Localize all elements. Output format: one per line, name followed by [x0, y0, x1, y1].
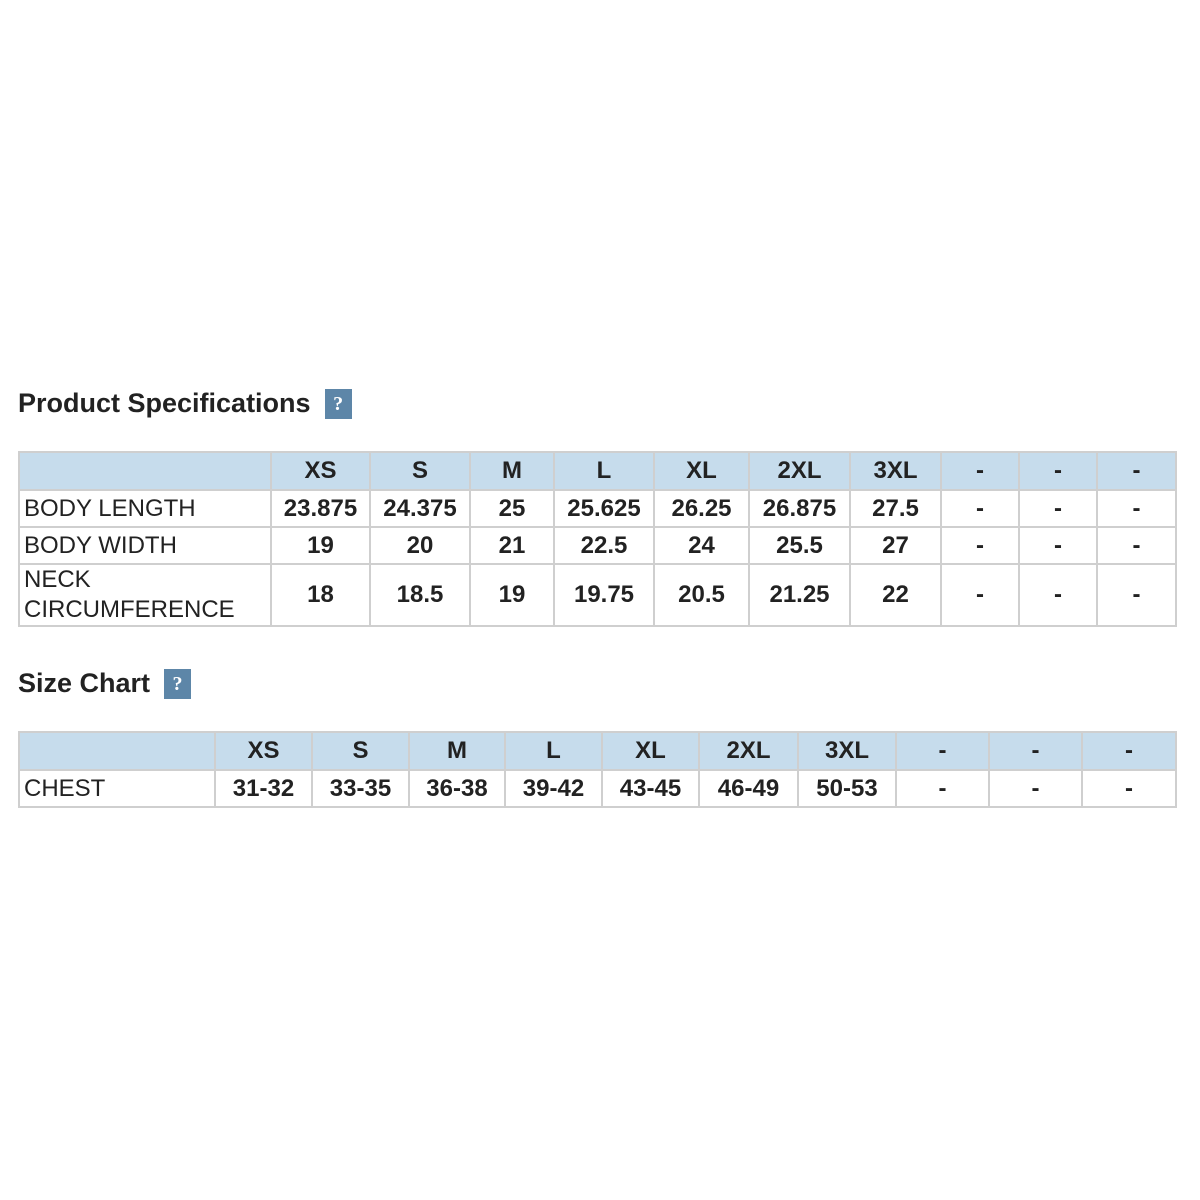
cell: - [895, 769, 990, 808]
size-header: L [553, 451, 655, 491]
size-header: L [504, 731, 603, 771]
cell: 22.5 [553, 526, 655, 565]
cell: - [1018, 526, 1098, 565]
cell: 19 [469, 563, 555, 627]
size-header: - [895, 731, 990, 771]
cell: 24 [653, 526, 750, 565]
size-header: M [469, 451, 555, 491]
cell: 46-49 [698, 769, 799, 808]
cell: - [1018, 563, 1098, 627]
cell: 39-42 [504, 769, 603, 808]
cell: - [940, 526, 1020, 565]
corner-cell [18, 451, 272, 491]
size-header: - [1081, 731, 1177, 771]
size-header: - [940, 451, 1020, 491]
size-header: 2XL [698, 731, 799, 771]
help-icon[interactable]: ? [324, 388, 352, 419]
row-label: CHEST [18, 769, 216, 808]
size-header: - [1096, 451, 1177, 491]
size-header: XS [270, 451, 371, 491]
title-text: Size Chart [18, 668, 151, 698]
size-header: S [311, 731, 410, 771]
row-label: BODY WIDTH [18, 526, 272, 565]
cell: 31-32 [214, 769, 313, 808]
cell: 24.375 [369, 489, 471, 528]
header-row: XS S M L XL 2XL 3XL - - - [18, 731, 1177, 771]
header-row: XS S M L XL 2XL 3XL - - - [18, 451, 1177, 491]
cell: - [988, 769, 1083, 808]
corner-cell [18, 731, 216, 771]
row-label: NECK CIRCUMFERENCE [18, 563, 272, 627]
cell: - [940, 489, 1020, 528]
cell: 26.875 [748, 489, 851, 528]
cell: 27.5 [849, 489, 942, 528]
cell: 20 [369, 526, 471, 565]
cell: 18 [270, 563, 371, 627]
title-text: Product Specifications [18, 388, 311, 418]
cell: 19.75 [553, 563, 655, 627]
size-header: - [1018, 451, 1098, 491]
cell: 33-35 [311, 769, 410, 808]
data-row: BODY WIDTH 19 20 21 22.5 24 25.5 27- - - [18, 526, 1177, 565]
size-header: 3XL [849, 451, 942, 491]
cell: 20.5 [653, 563, 750, 627]
cell: 50-53 [797, 769, 897, 808]
section-title: Product Specifications? [18, 388, 352, 419]
size-header: XL [601, 731, 700, 771]
cell: - [1018, 489, 1098, 528]
data-row: BODY LENGTH 23.875 24.375 25 25.625 26.25 26.8… [18, 489, 1177, 528]
help-icon[interactable]: ? [164, 668, 192, 699]
cell: 22 [849, 563, 942, 627]
cell: - [1096, 489, 1177, 528]
data-row: CHEST 31-32 33-35 36-38 39-42 43-45 46-49 50-53… [18, 769, 1177, 808]
cell: 27 [849, 526, 942, 565]
size-header: - [988, 731, 1083, 771]
cell: - [1081, 769, 1177, 808]
cell: 25.625 [553, 489, 655, 528]
cell: 19 [270, 526, 371, 565]
spec-table: XS S M L XL 2XL 3XL - - - CHEST 31-32 33-35 36-38 39-4… [18, 731, 1177, 808]
size-header: XL [653, 451, 750, 491]
section-title: Size Chart? [18, 668, 192, 699]
spec-table: XS S M L XL 2XL 3XL - - - BODY LENGTH 23.875 24.375 2… [18, 451, 1177, 627]
size-header: 3XL [797, 731, 897, 771]
size-header: M [408, 731, 506, 771]
size-header: S [369, 451, 471, 491]
cell: 26.25 [653, 489, 750, 528]
cell: 21 [469, 526, 555, 565]
cell: 25 [469, 489, 555, 528]
cell: 25.5 [748, 526, 851, 565]
cell: 43-45 [601, 769, 700, 808]
cell: - [1096, 526, 1177, 565]
row-label: BODY LENGTH [18, 489, 272, 528]
size-header: XS [214, 731, 313, 771]
cell: - [1096, 563, 1177, 627]
cell: 18.5 [369, 563, 471, 627]
data-row: NECK CIRCUMFERENCE 18 18.5 19 19.75 20.5 21.25… [18, 563, 1177, 627]
cell: 21.25 [748, 563, 851, 627]
cell: 36-38 [408, 769, 506, 808]
cell: - [940, 563, 1020, 627]
cell: 23.875 [270, 489, 371, 528]
size-header: 2XL [748, 451, 851, 491]
